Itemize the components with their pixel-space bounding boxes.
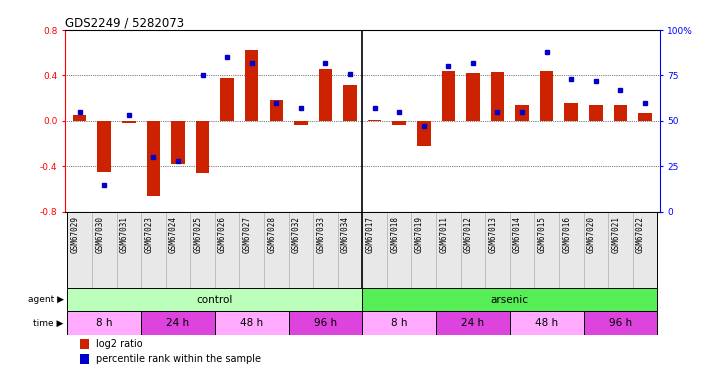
Text: GSM67014: GSM67014: [513, 216, 522, 253]
Bar: [534, 212, 559, 288]
Text: GSM67023: GSM67023: [144, 216, 154, 253]
Bar: [239, 212, 264, 288]
Text: control: control: [197, 295, 233, 305]
Bar: [288, 212, 313, 288]
Bar: [491, 72, 504, 121]
Text: GSM67030: GSM67030: [95, 216, 105, 253]
Bar: [97, 121, 111, 172]
Bar: [583, 312, 658, 335]
Text: 24 h: 24 h: [461, 318, 485, 328]
Text: 96 h: 96 h: [609, 318, 632, 328]
Bar: [387, 212, 412, 288]
Bar: [294, 121, 308, 126]
Text: GSM67011: GSM67011: [439, 216, 448, 253]
Text: GSM67012: GSM67012: [464, 216, 473, 253]
Bar: [67, 288, 363, 312]
Bar: [510, 312, 583, 335]
Bar: [436, 212, 461, 288]
Bar: [392, 121, 406, 126]
Bar: [122, 121, 136, 123]
Bar: [540, 71, 554, 121]
Bar: [516, 105, 528, 121]
Text: GSM67027: GSM67027: [243, 216, 252, 253]
Bar: [245, 51, 258, 121]
Bar: [67, 212, 92, 288]
Bar: [417, 121, 430, 146]
Text: GSM67020: GSM67020: [587, 216, 596, 253]
Bar: [166, 212, 190, 288]
Bar: [73, 115, 87, 121]
Bar: [343, 84, 357, 121]
Bar: [638, 113, 652, 121]
Bar: [117, 212, 141, 288]
Bar: [589, 105, 603, 121]
Bar: [146, 121, 160, 196]
Text: GSM67028: GSM67028: [267, 216, 276, 253]
Text: GSM67016: GSM67016: [562, 216, 571, 253]
Text: GSM67018: GSM67018: [390, 216, 399, 253]
Bar: [583, 212, 608, 288]
Bar: [80, 354, 89, 364]
Text: 96 h: 96 h: [314, 318, 337, 328]
Text: 24 h: 24 h: [167, 318, 190, 328]
Bar: [313, 212, 337, 288]
Bar: [67, 312, 141, 335]
Bar: [362, 212, 387, 288]
Text: GSM67013: GSM67013: [489, 216, 497, 253]
Bar: [559, 212, 583, 288]
Bar: [215, 212, 239, 288]
Text: GSM67019: GSM67019: [415, 216, 424, 253]
Bar: [461, 212, 485, 288]
Bar: [190, 212, 215, 288]
Text: GSM67017: GSM67017: [366, 216, 375, 253]
Text: percentile rank within the sample: percentile rank within the sample: [96, 354, 261, 364]
Bar: [362, 312, 436, 335]
Text: GSM67022: GSM67022: [636, 216, 645, 253]
Bar: [92, 212, 117, 288]
Text: 8 h: 8 h: [391, 318, 407, 328]
Bar: [565, 103, 578, 121]
Bar: [80, 339, 89, 348]
Bar: [221, 78, 234, 121]
Bar: [510, 212, 534, 288]
Bar: [485, 212, 510, 288]
Text: GSM67031: GSM67031: [120, 216, 129, 253]
Bar: [368, 120, 381, 121]
Text: GSM67029: GSM67029: [71, 216, 79, 253]
Bar: [264, 212, 288, 288]
Bar: [141, 312, 215, 335]
Text: GSM67021: GSM67021: [611, 216, 620, 253]
Text: GSM67015: GSM67015: [538, 216, 547, 253]
Bar: [288, 312, 363, 335]
Bar: [608, 212, 633, 288]
Bar: [196, 121, 209, 173]
Text: GSM67033: GSM67033: [317, 216, 325, 253]
Bar: [614, 105, 627, 121]
Bar: [362, 288, 658, 312]
Text: 48 h: 48 h: [535, 318, 558, 328]
Text: 48 h: 48 h: [240, 318, 263, 328]
Text: GSM67032: GSM67032: [292, 216, 301, 253]
Text: arsenic: arsenic: [491, 295, 528, 305]
Bar: [441, 71, 455, 121]
Text: 8 h: 8 h: [96, 318, 112, 328]
Bar: [466, 73, 479, 121]
Bar: [337, 212, 362, 288]
Text: GSM67026: GSM67026: [218, 216, 227, 253]
Text: GSM67034: GSM67034: [341, 216, 350, 253]
Bar: [319, 69, 332, 121]
Bar: [141, 212, 166, 288]
Text: log2 ratio: log2 ratio: [96, 339, 143, 349]
Text: GSM67025: GSM67025: [193, 216, 203, 253]
Text: GSM67024: GSM67024: [169, 216, 178, 253]
Bar: [436, 312, 510, 335]
Bar: [215, 312, 288, 335]
Bar: [633, 212, 658, 288]
Bar: [171, 121, 185, 164]
Bar: [412, 212, 436, 288]
Text: GDS2249 / 5282073: GDS2249 / 5282073: [65, 17, 184, 30]
Bar: [270, 100, 283, 121]
Text: time ▶: time ▶: [33, 319, 63, 328]
Text: agent ▶: agent ▶: [27, 296, 63, 304]
